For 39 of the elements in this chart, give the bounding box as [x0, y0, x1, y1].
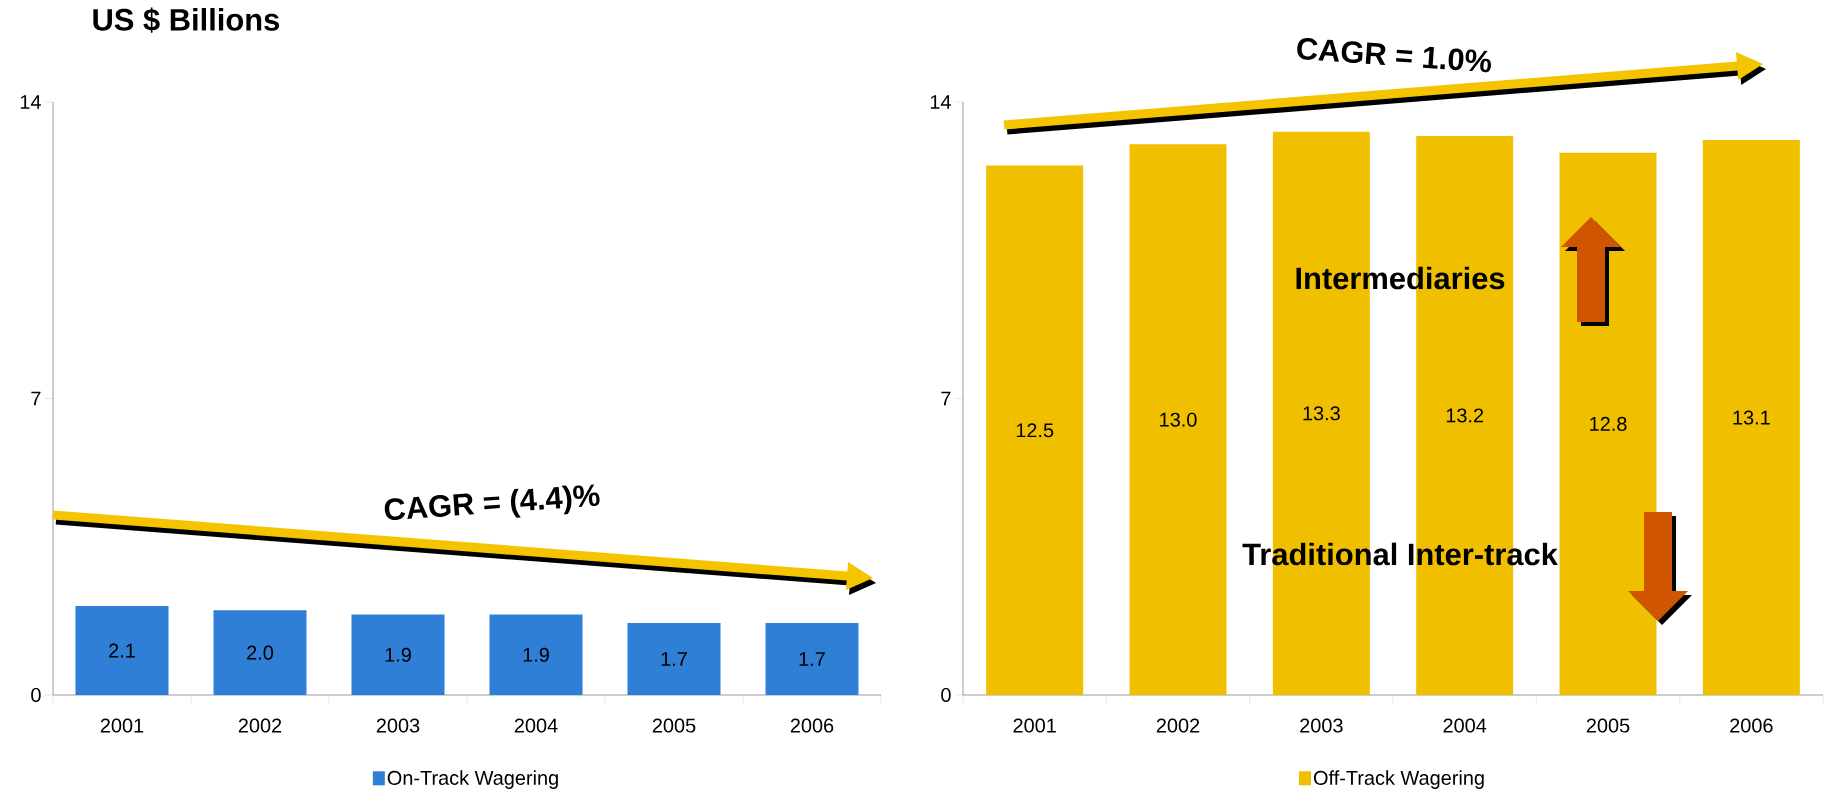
x-tick-label: 2006	[790, 718, 834, 733]
data-label: 1.9	[523, 647, 549, 662]
annotation: CAGR = (4.4)%	[384, 484, 600, 521]
y-tick-label: 0	[31, 687, 41, 703]
data-label: 1.9	[385, 647, 411, 662]
data-label: 12.8	[1590, 416, 1627, 431]
bar	[1129, 144, 1227, 695]
data-label: 13.3	[1303, 406, 1340, 421]
x-tick-label: 2004	[514, 718, 558, 733]
x-tick-label: 2005	[652, 718, 696, 733]
data-label: 12.5	[1016, 423, 1054, 438]
data-label: 1.7	[799, 652, 825, 666]
bar	[986, 165, 1084, 695]
data-label: 13.2	[1446, 408, 1484, 423]
x-tick-label: 2001	[100, 718, 144, 733]
bar	[1559, 152, 1657, 695]
data-label: 2.0	[247, 645, 274, 660]
x-tick-label: 2006	[1730, 718, 1773, 733]
x-tick-label: 2003	[376, 718, 420, 733]
legend-label: On-Track Wagering	[387, 770, 558, 789]
text: CAGR = 1.0%	[1297, 38, 1491, 73]
data-label: 1.7	[661, 652, 687, 666]
x-tick-label: 2001	[1013, 718, 1056, 733]
x-tick-label: 2002	[1156, 718, 1200, 733]
bar	[1702, 140, 1800, 695]
legend-label: Off-Track Wagering	[1313, 770, 1484, 789]
y-tick-label: 7	[31, 391, 41, 406]
x-tick-label: 2002	[238, 718, 282, 733]
data-label: 2.1	[109, 643, 135, 658]
x-tick-label: 2005	[1586, 718, 1630, 733]
y-tick-label: 14	[20, 95, 41, 109]
y-tick-label: 14	[930, 95, 951, 109]
data-label: 13.0	[1160, 412, 1197, 427]
x-tick-label: 2003	[1300, 718, 1343, 733]
y-tick-label: 0	[941, 687, 951, 703]
x-tick-label: 2004	[1443, 718, 1487, 733]
chart-title: US $ Billions	[93, 7, 280, 33]
data-label: 13.1	[1733, 410, 1770, 425]
y-tick-label: 7	[941, 391, 951, 406]
